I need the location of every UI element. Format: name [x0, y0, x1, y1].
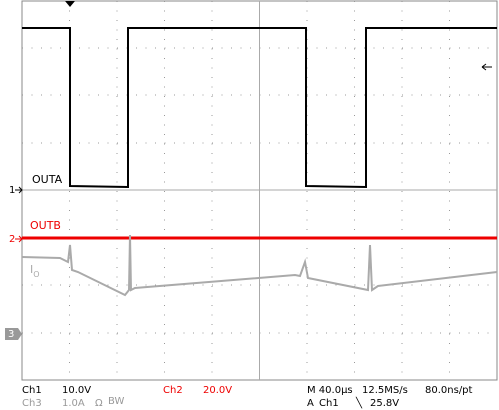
outa-waveform — [22, 27, 497, 189]
trace-label: OUTA — [32, 173, 63, 186]
readout-text: Ch1 — [319, 398, 339, 409]
readout-text: 80.0ns/pt — [425, 385, 473, 396]
trigger-position — [65, 1, 75, 7]
readout-text: Ch2 — [163, 385, 183, 396]
trace-label-main: I — [30, 263, 33, 276]
channel-marker: 3 — [8, 329, 14, 340]
readout: Ch1 10.0V Ch2 20.0V M 40.0µs 12.5MS/s 80… — [22, 385, 473, 409]
readout-text: 12.5MS/s — [362, 385, 408, 396]
io-waveform — [21, 234, 498, 297]
readout-text: A — [307, 398, 314, 409]
readout-text: 25.8V — [370, 398, 399, 409]
readout-text: M 40.0µs — [307, 385, 353, 396]
readout-text: BW — [108, 396, 125, 407]
trace-label: IO — [30, 263, 40, 279]
readout-text: ╲ — [355, 396, 363, 409]
readout-text: 1.0A — [62, 398, 85, 409]
readout-text: Ω — [95, 398, 103, 409]
trace-label: OUTB — [30, 219, 61, 232]
readout-text: Ch1 — [22, 385, 42, 396]
channel-marker: 1 — [9, 185, 15, 196]
readout-text: 10.0V — [62, 385, 91, 396]
graticule — [22, 1, 497, 380]
channel-marker: 2 — [9, 234, 15, 245]
trigger-level — [481, 63, 492, 71]
readout-text: 20.0V — [203, 385, 232, 396]
readout-text: Ch3 — [22, 398, 42, 409]
trace-label-sub: O — [33, 270, 39, 279]
